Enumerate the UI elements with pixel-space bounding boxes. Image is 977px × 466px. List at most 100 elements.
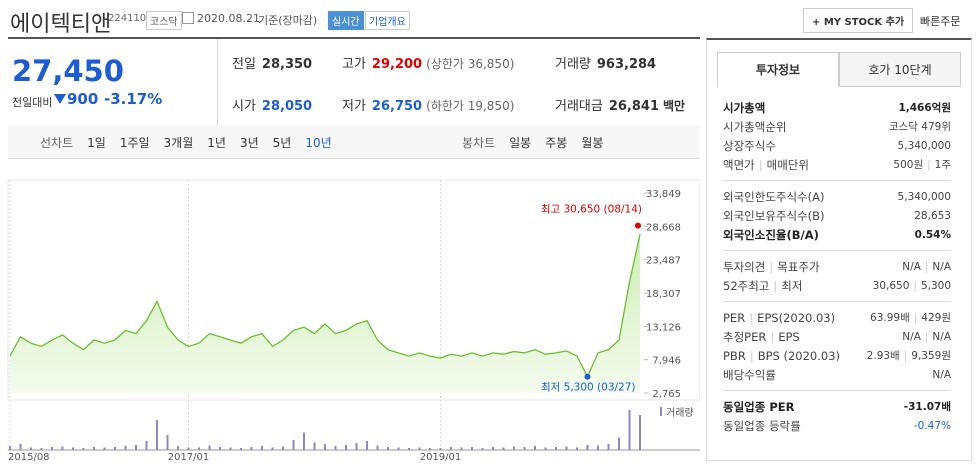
volume-bar <box>219 447 221 450</box>
row-label: 투자의견 | 목표주가 <box>723 259 820 275</box>
row-value: 28,653 <box>914 210 951 222</box>
info-row: PBR | BPS (2020.03) 2.93배 | 9,359원 <box>723 346 951 365</box>
calendar-icon <box>182 12 194 24</box>
volume-bar <box>628 410 631 450</box>
line-tabs: 선차트 1일 1주일 3개월 1년 3년 5년 10년 <box>40 134 346 151</box>
row-label: 시가총액 <box>723 100 765 116</box>
volume-bar <box>156 420 158 450</box>
value-part: 5,340,000 <box>897 139 951 152</box>
period-tab[interactable]: 3개월 <box>163 136 194 150</box>
cell-value: 26,841 <box>608 99 660 114</box>
separator: | <box>913 312 918 324</box>
label-part: 동일업종 PER <box>723 399 795 414</box>
row-label: 상장주식수 <box>723 138 776 154</box>
volume-bar <box>639 415 641 450</box>
label-part: 매매단위 <box>766 157 809 172</box>
period-tab[interactable]: 1년 <box>207 136 226 150</box>
label-part: PER <box>723 310 746 325</box>
volume-bar <box>19 444 22 450</box>
period-tab[interactable]: 1주일 <box>119 136 150 150</box>
divider <box>217 39 218 125</box>
volume-bar <box>355 443 358 450</box>
price: 27,450 <box>12 54 124 88</box>
y-tick-label: 18,307 <box>646 289 681 300</box>
info-row: 동일업종 PER -31.07배 <box>723 397 951 416</box>
value-part: N/A <box>902 330 921 343</box>
period-tab[interactable]: 10년 <box>305 136 332 150</box>
value-part: N/A <box>932 260 951 273</box>
row-label: 52주최고 | 최저 <box>723 278 802 294</box>
y-tick-label: 7,946 <box>652 356 681 367</box>
label-part: 시가총액 <box>723 100 766 115</box>
volume-bar <box>135 445 137 450</box>
volume-bar <box>513 446 515 450</box>
high-label: 최고 30,650 (08/14) <box>541 204 642 216</box>
cell-value: 26,750 <box>371 99 423 114</box>
separator: | <box>770 329 775 344</box>
invest-tab[interactable]: 호가 10단계 <box>839 52 961 87</box>
volume-bar <box>607 444 610 450</box>
row-label: 동일업종 등락률 <box>723 418 801 434</box>
x-tick-label: 2017/01 <box>168 452 210 463</box>
date: 2020.08.21 <box>197 12 260 25</box>
label-part: 목표주가 <box>777 259 820 274</box>
info-row: 동일업종 등락률 -0.47% <box>723 416 951 435</box>
realtime-badge[interactable]: 실시간 <box>328 11 364 30</box>
row-value: 63.99배 | 429원 <box>870 310 951 325</box>
label-part: 최저 <box>781 278 803 293</box>
period-tab[interactable]: 3년 <box>239 136 259 150</box>
info-row: 외국인한도주식수(A) 5,340,000 <box>723 187 951 206</box>
tab-group-label: 봉차트 <box>462 136 496 150</box>
volume-bar <box>292 440 295 450</box>
value-part: 30,650 <box>872 279 910 292</box>
volume-bar <box>51 447 53 450</box>
company-menu[interactable]: 기업개요 <box>365 11 410 30</box>
label-part: 외국인한도주식수(A) <box>723 189 825 204</box>
y-tick-label: 33,849 <box>646 189 681 200</box>
volume-bar <box>61 446 64 450</box>
volume-bar <box>544 447 547 450</box>
y-tick-label: 28,668 <box>646 222 681 233</box>
price-line <box>9 234 641 379</box>
value-part: 5,300 <box>920 279 951 292</box>
quote-cell: 저가 26,750 (하한가 19,850) <box>342 95 514 114</box>
period-tab[interactable]: 월봉 <box>581 136 604 150</box>
row-label: 액면가 | 매매단위 <box>723 157 809 173</box>
row-label: 배당수익률 <box>723 367 776 383</box>
mystock-button[interactable]: + MY STOCK 추가 <box>803 8 914 33</box>
volume-bar <box>166 435 169 450</box>
chart: 33,849 28,668 23,487 18,307 13,126 7,946 2,765… <box>7 179 700 463</box>
value-part: 9,359원 <box>911 350 951 362</box>
period-tab[interactable]: 5년 <box>272 136 292 150</box>
plot-frame <box>7 179 700 401</box>
period-tab[interactable]: 일봉 <box>509 136 532 150</box>
label-part: 외국인소진율(B/A) <box>723 227 819 242</box>
info-group: 시가총액 1,466억원 시가총액순위 코스닥 479위 상장주식수 5,340,000 액… <box>723 92 951 180</box>
period-tab[interactable]: 주봉 <box>545 136 568 150</box>
label-part: 추정PER <box>723 329 767 344</box>
volume-bar <box>408 448 410 450</box>
volume-bar <box>492 447 494 450</box>
period-tab[interactable]: 1일 <box>87 136 106 150</box>
label-part: EPS(2020.03) <box>757 310 836 325</box>
volume-bar <box>618 437 620 450</box>
cell-note: (하한가 19,850) <box>426 99 515 113</box>
volume-bar <box>481 448 484 450</box>
value-part: N/A <box>902 260 921 273</box>
value-part: -31.07배 <box>903 401 951 413</box>
x-tick-label: 2019/01 <box>420 452 462 463</box>
volume-bar <box>30 447 32 450</box>
volume-bar <box>9 446 11 450</box>
separator: | <box>749 310 754 325</box>
volume-bar <box>523 447 526 450</box>
cell-label: 저가 <box>342 99 366 114</box>
info-group: PER | EPS(2020.03) 63.99배 | 429원 추정PER | EPS N/A |… <box>723 301 951 390</box>
invest-tab[interactable]: 투자정보 <box>717 52 839 87</box>
y-tick-label: 2,765 <box>652 389 681 400</box>
info-row: 52주최고 | 최저 30,650 | 5,300 <box>723 276 951 295</box>
low-marker <box>584 373 591 380</box>
volume-bar <box>460 447 463 450</box>
quick-order[interactable]: 빠른주문 <box>920 15 961 28</box>
label-part: 52주최고 <box>723 278 770 293</box>
